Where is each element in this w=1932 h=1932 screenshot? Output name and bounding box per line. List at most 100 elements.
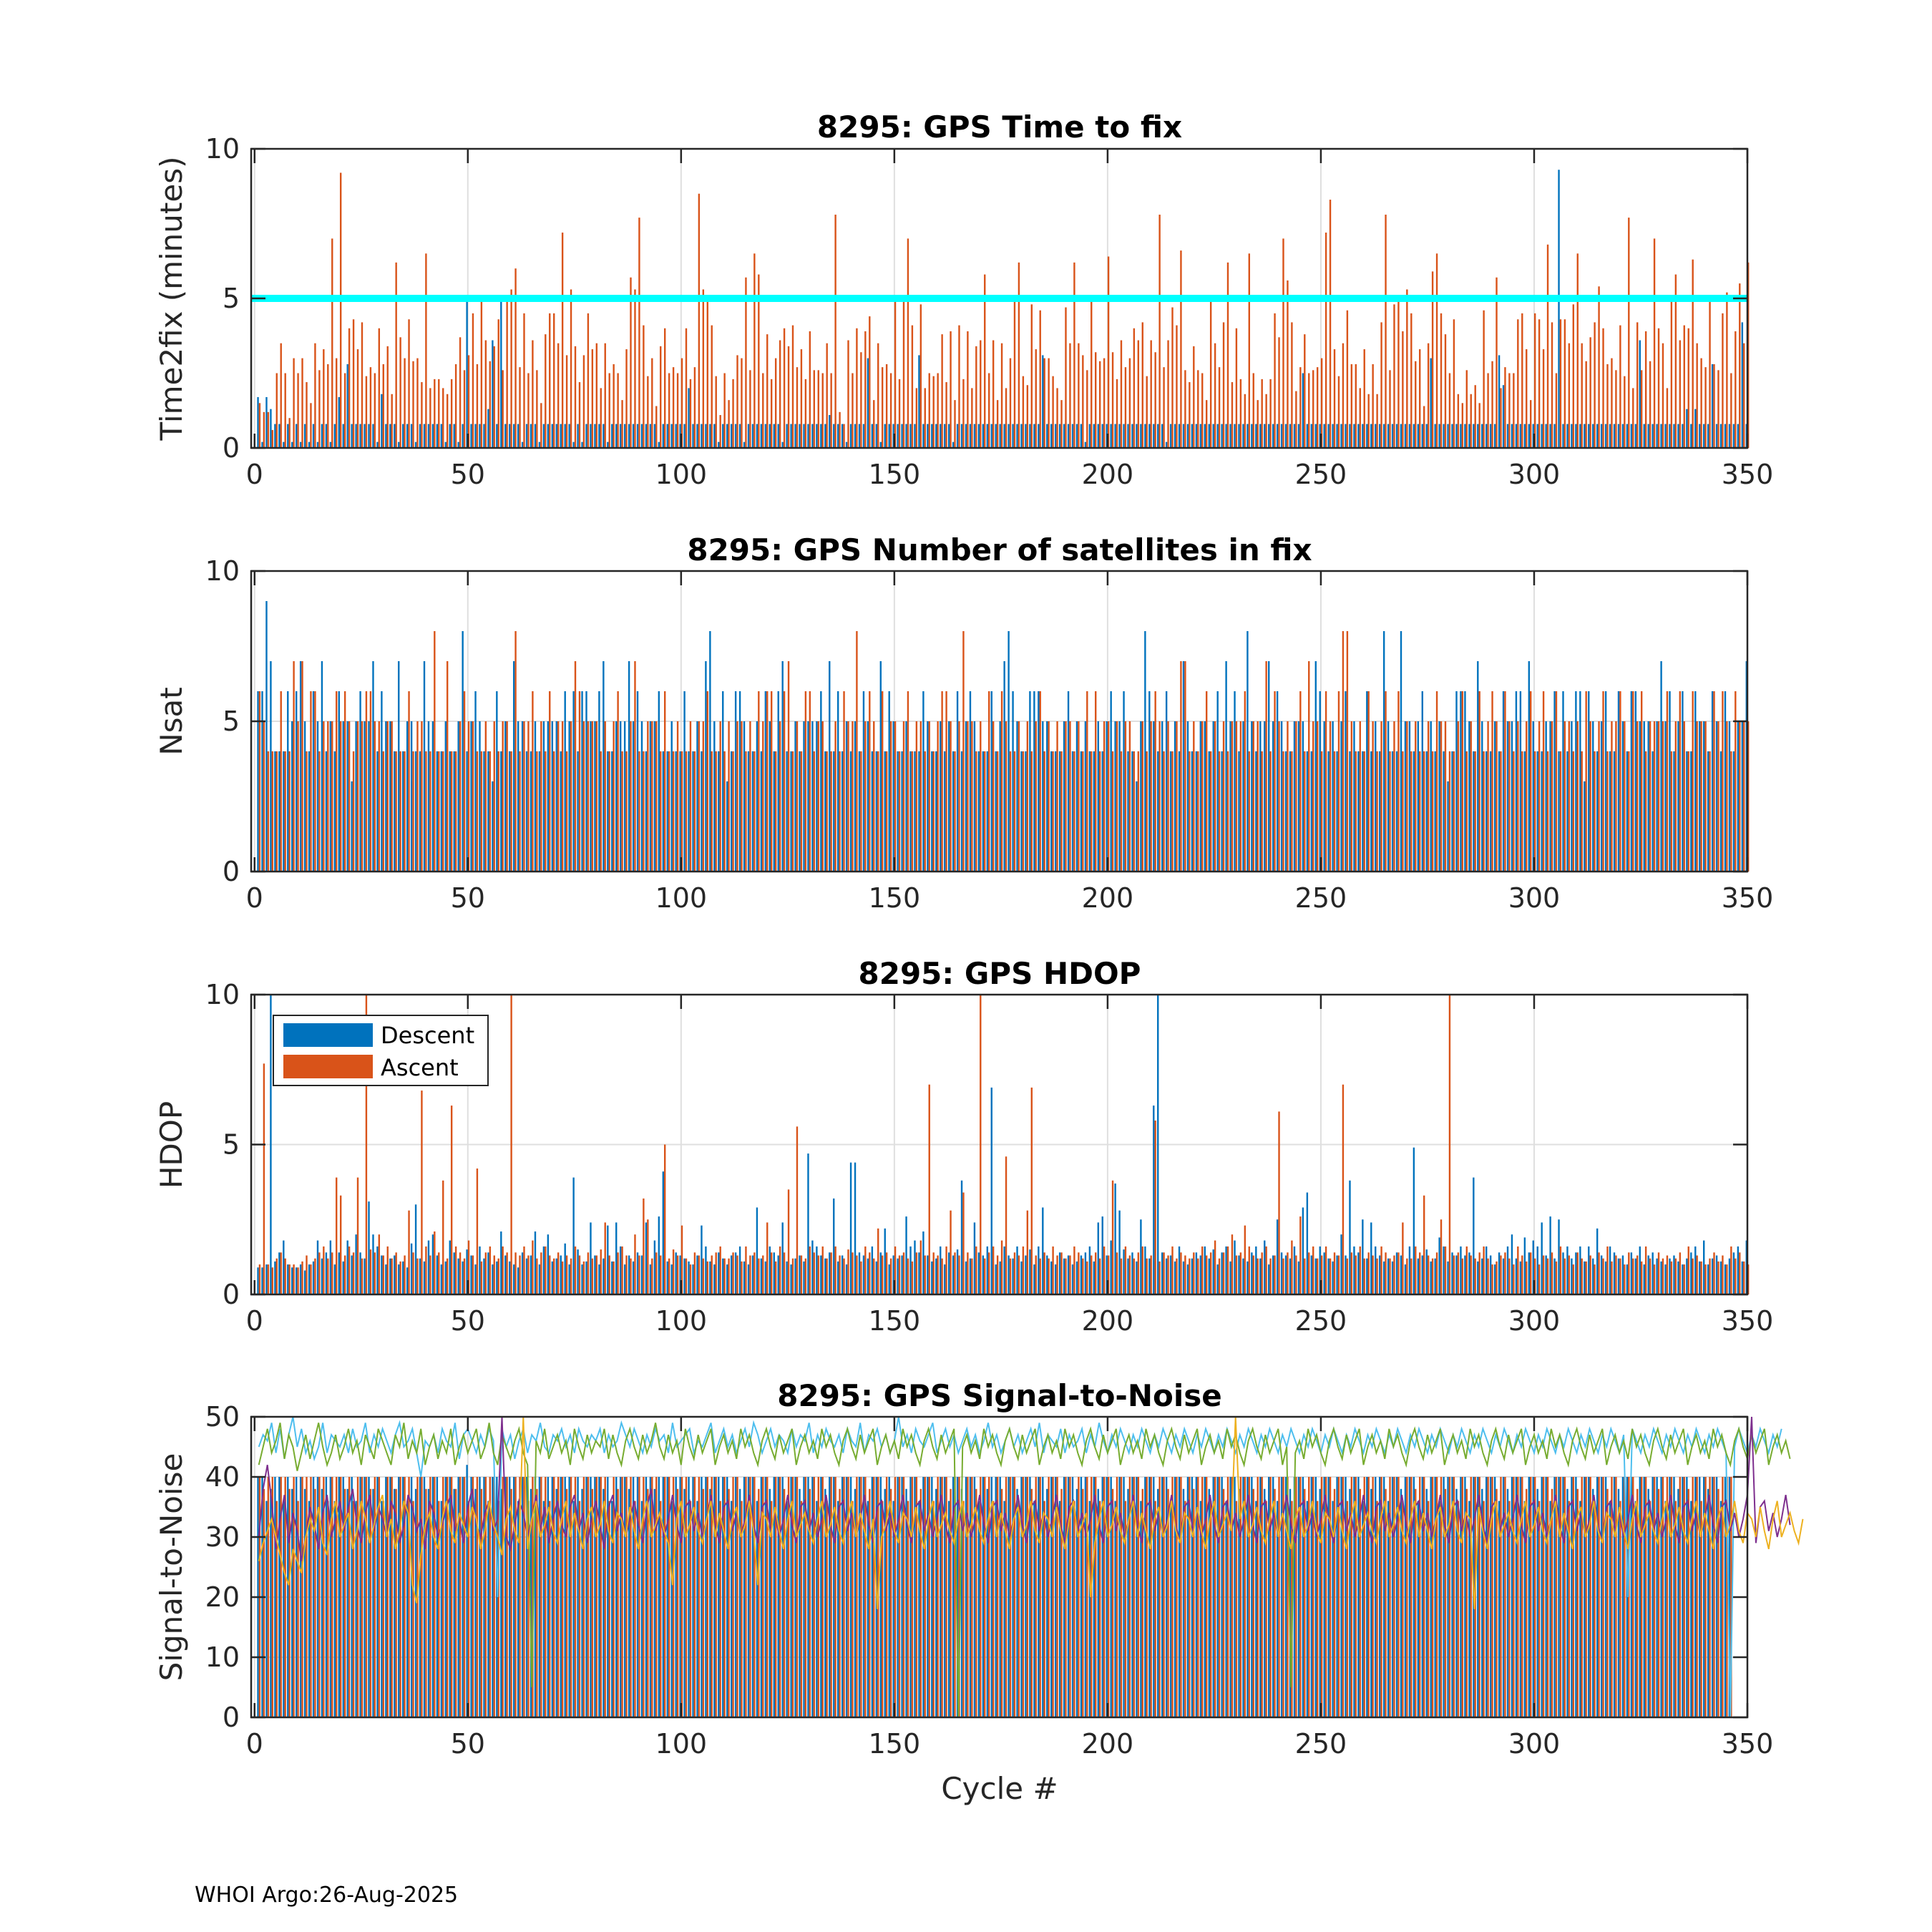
bar-ascent <box>984 1258 986 1294</box>
bar-descent <box>283 1240 285 1294</box>
bar-descent <box>525 1258 528 1294</box>
bar-ascent <box>881 1255 884 1294</box>
bar-ascent <box>327 1501 329 1717</box>
bar-descent <box>577 751 579 872</box>
bar-ascent <box>881 691 884 872</box>
bar-descent <box>1140 721 1142 872</box>
bar-ascent <box>1504 1477 1506 1717</box>
bar-descent <box>1136 1477 1138 1717</box>
bar-ascent <box>1350 364 1353 448</box>
bar-ascent <box>771 379 773 448</box>
bar-descent <box>346 1240 348 1294</box>
bar-descent <box>1652 424 1654 448</box>
bar-ascent <box>421 1477 423 1717</box>
bar-descent <box>1097 721 1099 872</box>
bar-descent <box>897 424 899 448</box>
bar-descent <box>325 1477 328 1717</box>
bar-descent <box>845 721 848 872</box>
bar-ascent <box>484 340 487 448</box>
bar-descent <box>1332 1261 1334 1294</box>
bar-ascent <box>1526 1488 1528 1717</box>
bar-descent <box>1434 1258 1436 1294</box>
bar-ascent <box>1444 334 1447 448</box>
bar-descent <box>977 751 980 872</box>
bar-ascent <box>446 1258 449 1294</box>
bar-descent <box>1216 691 1219 872</box>
bar-ascent <box>540 1477 542 1717</box>
bar-descent <box>1319 691 1321 872</box>
bar-ascent <box>1448 751 1451 872</box>
bar-descent <box>1033 1501 1035 1717</box>
bar-descent <box>986 1246 989 1294</box>
bar-ascent <box>647 721 649 872</box>
bar-descent <box>517 721 519 872</box>
bar-ascent <box>395 262 397 448</box>
bar-ascent <box>399 1477 401 1717</box>
bar-ascent <box>1687 1488 1689 1717</box>
bar-descent <box>747 751 750 872</box>
bar-ascent <box>318 1477 321 1717</box>
bar-ascent <box>1440 1219 1443 1294</box>
bar-descent <box>303 1270 306 1294</box>
bar-ascent <box>766 691 769 872</box>
bar-ascent <box>860 1477 862 1717</box>
bar-ascent <box>830 1477 832 1717</box>
bar-ascent <box>919 721 922 872</box>
bar-descent <box>645 424 648 448</box>
bar-descent <box>1186 1264 1189 1294</box>
snr-line-4 <box>258 1416 1804 1609</box>
bar-descent <box>1229 424 1231 448</box>
legend-label-ascent: Ascent <box>381 1054 459 1081</box>
bar-ascent <box>1419 751 1421 872</box>
bar-descent <box>1451 751 1453 872</box>
bar-descent <box>274 424 276 448</box>
bar-descent <box>1255 424 1257 448</box>
bar-ascent <box>1355 1477 1357 1717</box>
bar-ascent <box>638 1477 640 1717</box>
bar-descent <box>351 424 353 448</box>
bar-descent <box>701 424 703 448</box>
bar-ascent <box>821 1246 824 1294</box>
bar-ascent <box>1086 691 1088 872</box>
bar-descent <box>1357 1252 1360 1294</box>
bar-ascent <box>280 343 282 448</box>
bar-descent <box>790 424 792 448</box>
bar-descent <box>321 1258 323 1294</box>
bar-descent <box>1613 1252 1616 1294</box>
bar-ascent <box>587 721 590 872</box>
bar-ascent <box>625 1255 628 1294</box>
bar-descent <box>918 1252 920 1294</box>
bar-descent <box>940 424 942 448</box>
bar-ascent <box>676 721 679 872</box>
bar-descent <box>1571 1258 1573 1294</box>
bar-ascent <box>1385 1488 1387 1717</box>
bar-ascent <box>1163 367 1165 448</box>
bar-ascent <box>1444 1246 1447 1294</box>
bar-descent <box>308 1501 311 1717</box>
bar-descent <box>653 1240 656 1294</box>
bar-ascent <box>463 370 466 448</box>
bar-ascent <box>1163 751 1165 872</box>
bar-ascent <box>331 1252 333 1294</box>
bar-descent <box>1741 322 1744 448</box>
bar-descent <box>1314 1477 1317 1717</box>
bar-descent <box>960 424 963 448</box>
bar-ascent <box>813 1477 816 1717</box>
bar-ascent <box>1491 361 1493 448</box>
bar-descent <box>1588 1477 1590 1717</box>
bar-ascent <box>634 1234 636 1294</box>
bar-ascent <box>783 1488 786 1717</box>
bar-ascent <box>617 1252 619 1294</box>
bar-ascent <box>1410 1258 1413 1294</box>
bar-descent <box>1566 1488 1568 1717</box>
bar-ascent <box>894 721 897 872</box>
bar-descent <box>781 661 784 872</box>
bar-ascent <box>369 1249 372 1294</box>
bar-ascent <box>1402 751 1404 872</box>
bar-descent <box>1425 1488 1428 1717</box>
bar-ascent <box>1444 721 1447 872</box>
bar-descent <box>807 424 809 448</box>
bar-ascent <box>621 1246 623 1294</box>
bar-descent <box>1229 721 1231 872</box>
bar-ascent <box>1448 1477 1451 1717</box>
